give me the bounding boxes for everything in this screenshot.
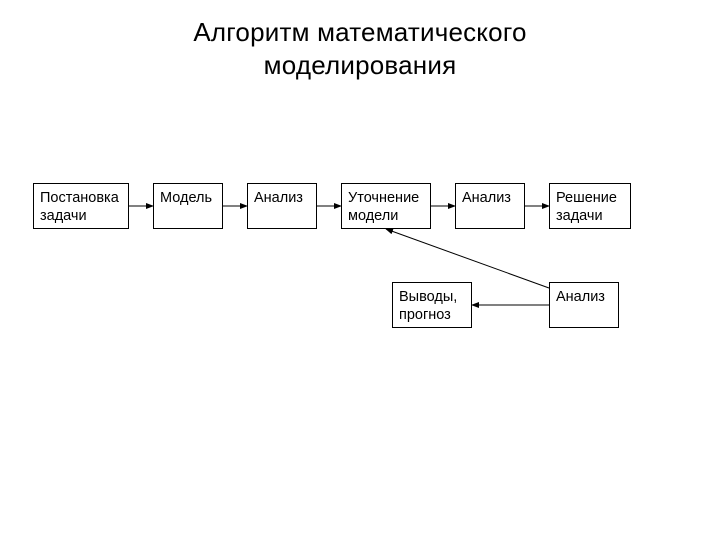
node-label: Модель xyxy=(160,190,212,206)
node-label: Постановка задачи xyxy=(40,190,119,224)
node-reshenie: Решение задачи xyxy=(549,183,631,229)
arrows-layer xyxy=(0,0,720,540)
node-analiz-3: Анализ xyxy=(549,282,619,328)
title-line1: Алгоритм математического xyxy=(193,17,526,47)
node-label: Анализ xyxy=(556,289,605,305)
node-label: Уточнение модели xyxy=(348,190,419,224)
node-model: Модель xyxy=(153,183,223,229)
title-line2: моделирования xyxy=(264,50,457,80)
node-label: Анализ xyxy=(462,190,511,206)
node-analiz-1: Анализ xyxy=(247,183,317,229)
node-utochnenie: Уточнение модели xyxy=(341,183,431,229)
node-vyvody: Выводы, прогноз xyxy=(392,282,472,328)
node-label: Анализ xyxy=(254,190,303,206)
page-title: Алгоритм математического моделирования xyxy=(0,16,720,81)
edge-arrow xyxy=(386,229,549,288)
node-label: Выводы, прогноз xyxy=(399,289,457,323)
node-analiz-2: Анализ xyxy=(455,183,525,229)
node-label: Решение задачи xyxy=(556,190,617,224)
node-postanovka: Постановка задачи xyxy=(33,183,129,229)
